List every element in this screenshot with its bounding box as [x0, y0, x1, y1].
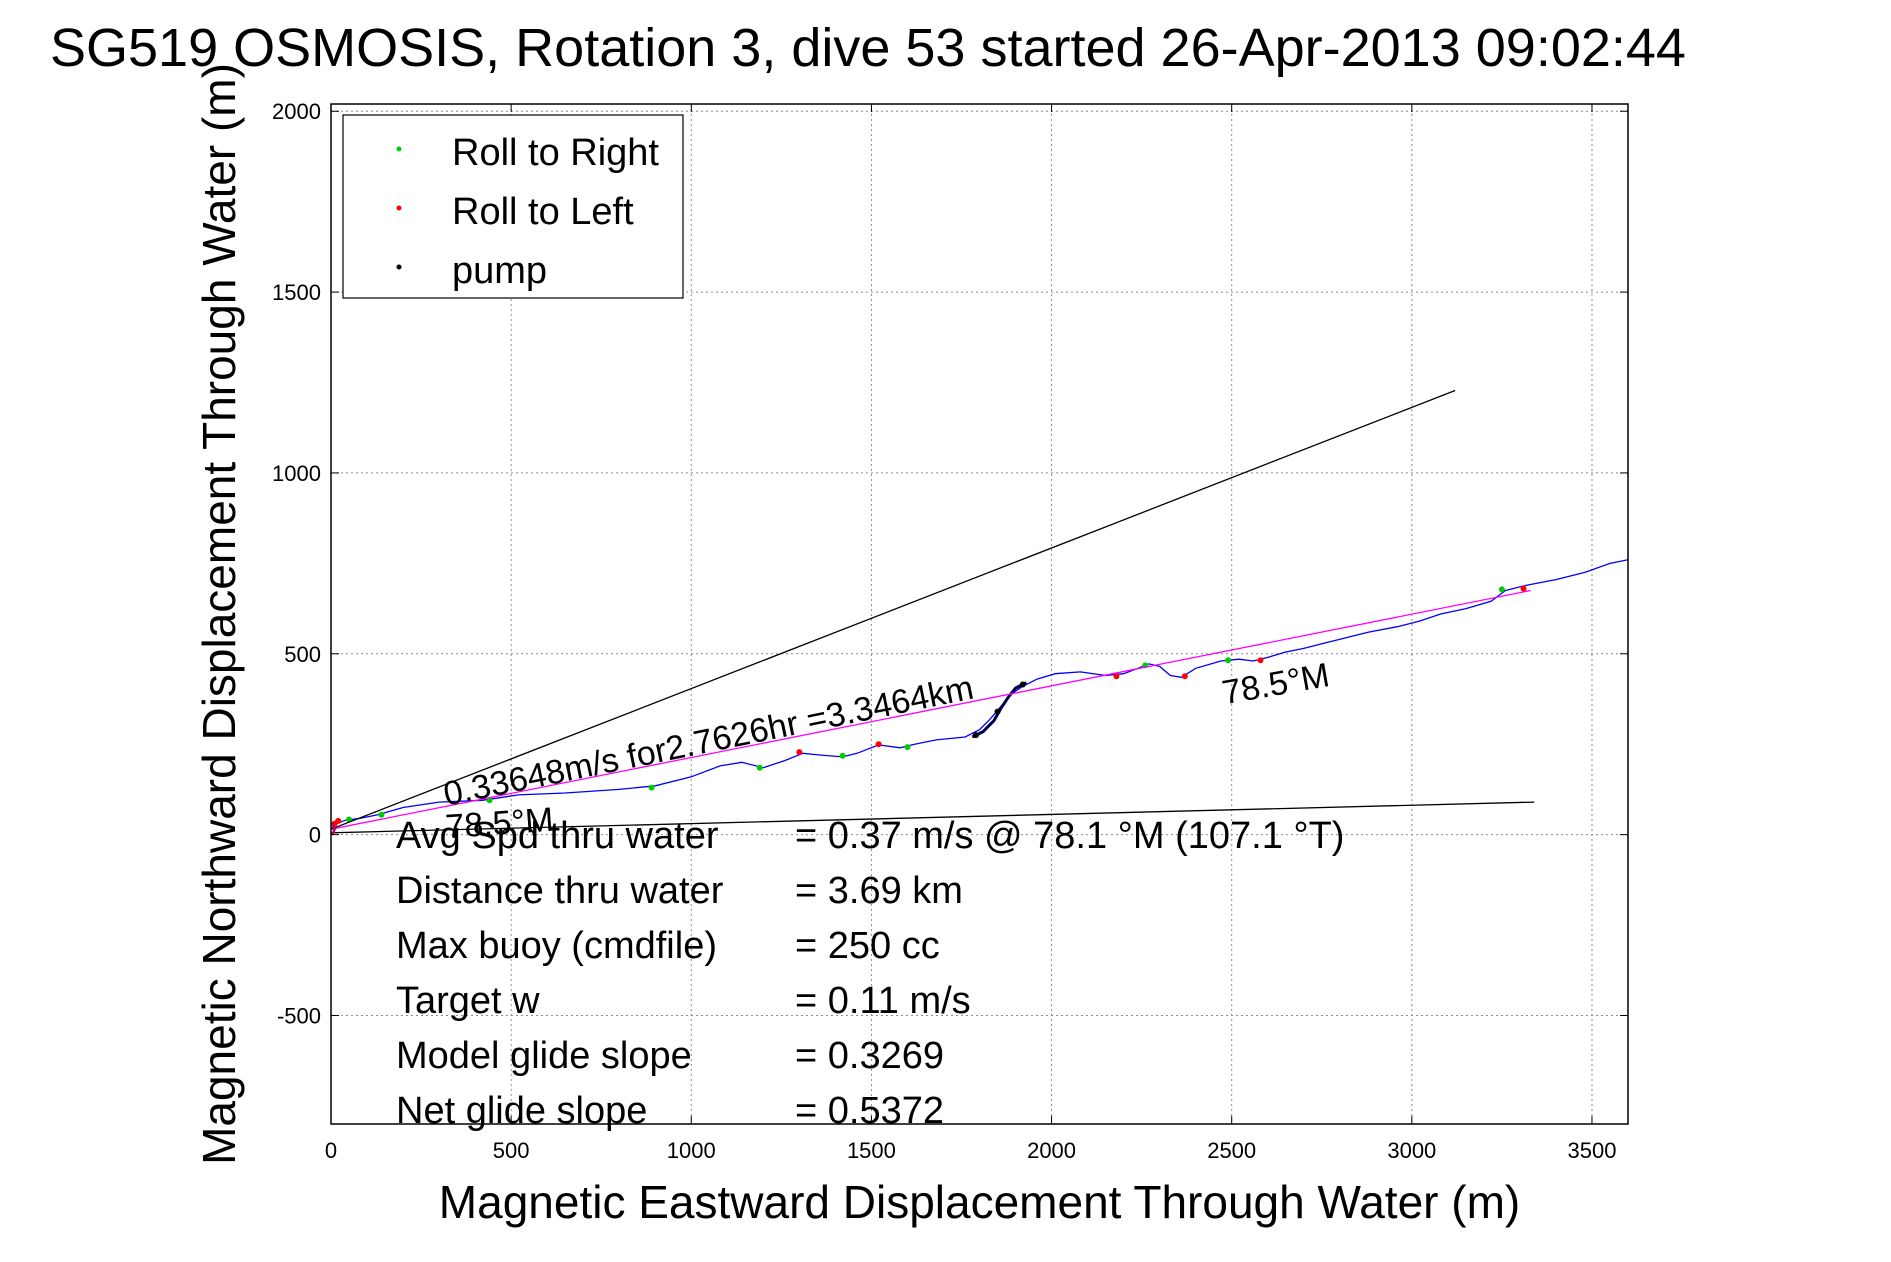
roll-to-right-point: [904, 744, 911, 751]
stats-value: = 0.37 m/s @ 78.1 °M (107.1 °T): [795, 815, 1344, 857]
roll-to-right-point: [486, 797, 493, 804]
heading-annotation: 78.5°M: [1219, 656, 1332, 712]
roll-to-right-point: [756, 764, 763, 771]
grid-lines: [330, 104, 1628, 1124]
stats-label: Max buoy (cmdfile): [396, 925, 717, 967]
roll-to-left-point: [796, 749, 803, 756]
plot-frame: [330, 103, 1629, 1125]
legend-entry: pump: [452, 250, 547, 292]
roll-to-right-point: [1498, 586, 1505, 593]
chart-title: SG519 OSMOSIS, Rotation 3, dive 53 start…: [50, 18, 1686, 78]
roll-to-left-point: [335, 817, 342, 824]
pump-point: [994, 708, 1001, 715]
axis-ticks: 0 500 1000 1500 2000 2500 3000 3500 -500 0 500 1000…: [272, 99, 1628, 1163]
legend-marker: [396, 264, 402, 270]
roll-to-right-point: [648, 784, 655, 791]
x-tick-label: 3500: [1567, 1138, 1616, 1163]
y-axis-label: Magnetic Northward Displacement Through …: [193, 63, 245, 1165]
x-tick-label: 1500: [847, 1138, 896, 1163]
x-tick-label: 0: [325, 1138, 337, 1163]
legend: Roll to Right Roll to Left pump: [342, 114, 684, 299]
pump-point: [1019, 681, 1026, 688]
x-tick-label: 2000: [1027, 1138, 1076, 1163]
stats-label: Model glide slope: [396, 1035, 692, 1077]
x-tick-label: 1000: [667, 1138, 716, 1163]
stats-label: Net glide slope: [396, 1090, 647, 1132]
stats-value: = 0.5372: [795, 1090, 944, 1132]
heading-annotation: 0.33648m/s for2.7626hr =3.3464km: [440, 669, 976, 814]
net-course-line: [331, 589, 1531, 830]
pump-point: [972, 732, 979, 739]
stats-label: Distance thru water: [396, 870, 724, 912]
roll-to-left-point: [1113, 673, 1120, 680]
stats-label: Avg Spd thru water: [396, 815, 719, 857]
heading-annotation: 78.5°M: [444, 801, 554, 846]
pump-segment-line: [971, 681, 1027, 739]
x-tick-label: 500: [493, 1138, 530, 1163]
series-layer: [331, 389, 1628, 836]
heading-limit-upper-line: [331, 389, 1456, 830]
y-tick-label: -500: [277, 1003, 321, 1028]
roll-to-right-point: [1225, 657, 1232, 664]
stats-value: = 250 cc: [795, 925, 940, 967]
roll-to-left-point: [1520, 585, 1527, 592]
roll-to-left-point: [1181, 673, 1188, 680]
stats-box: Avg Spd thru water = 0.37 m/s @ 78.1 °M (…: [396, 815, 1344, 1132]
roll-to-left-point: [1257, 657, 1264, 664]
y-tick-label: 2000: [272, 99, 321, 124]
y-tick-label: 0: [309, 823, 321, 848]
y-tick-label: 1000: [272, 461, 321, 486]
y-tick-label: 1500: [272, 280, 321, 305]
heading-limit-lower-line: [331, 801, 1535, 834]
stats-value: = 0.3269: [795, 1035, 944, 1077]
x-tick-label: 2500: [1207, 1138, 1256, 1163]
start-loop-line: [331, 822, 336, 836]
roll-to-right-point: [839, 752, 846, 759]
legend-entry: Roll to Right: [452, 132, 659, 174]
legend-marker: [396, 205, 402, 211]
stats-value: = 3.69 km: [795, 870, 963, 912]
roll-to-right-point: [378, 811, 385, 818]
stats-label: Target w: [396, 980, 540, 1022]
legend-marker: [396, 146, 402, 152]
legend-entry: Roll to Left: [452, 191, 634, 233]
x-axis-label: Magnetic Eastward Displacement Through W…: [439, 1176, 1520, 1228]
y-tick-label: 500: [284, 642, 321, 667]
stats-value: = 0.11 m/s: [795, 980, 971, 1022]
x-tick-label: 3000: [1387, 1138, 1436, 1163]
roll-to-left-point: [875, 741, 882, 748]
